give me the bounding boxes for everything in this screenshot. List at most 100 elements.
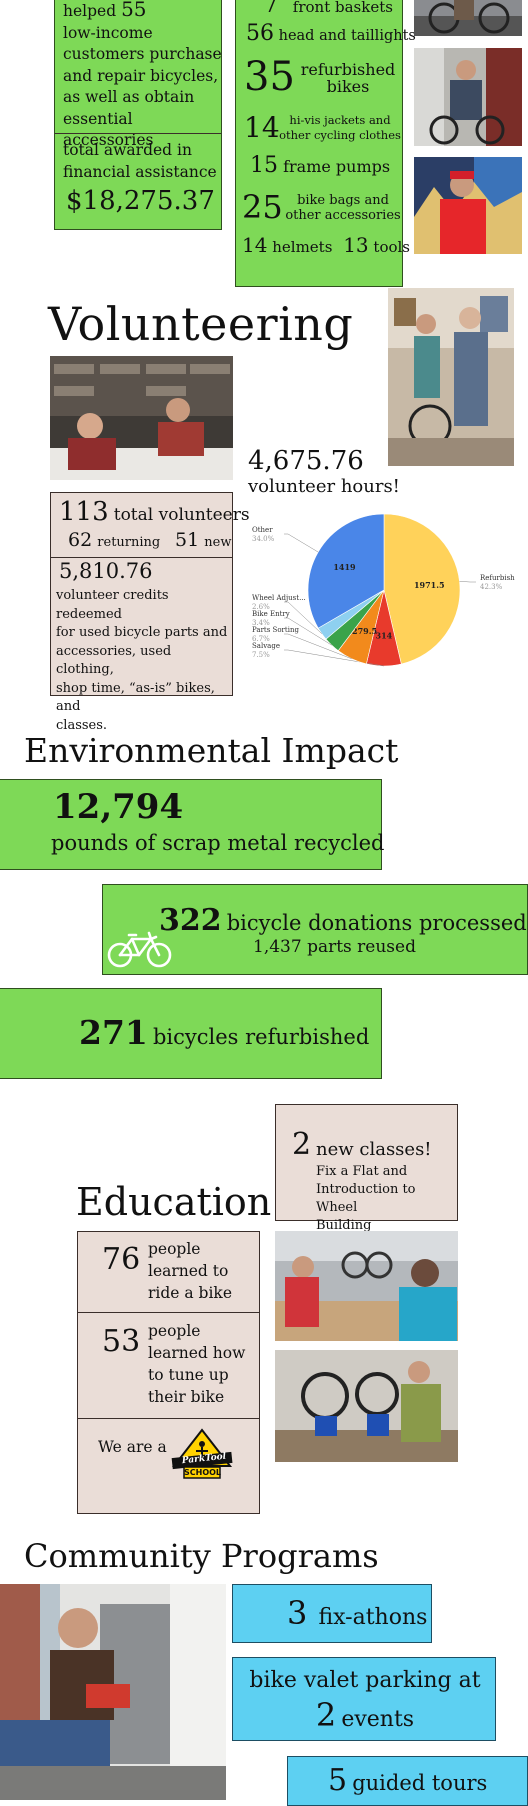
pumps-num: 15 (250, 153, 278, 178)
valet-events-label: events (341, 1707, 415, 1732)
credits-text: volunteer credits redeemed for used bicy… (56, 587, 231, 735)
pie-leader-line (459, 581, 476, 583)
pie-slice-value-label: 314 (376, 631, 393, 641)
park-tool-school-icon: ParkTool SCHOOL (166, 1428, 238, 1480)
volunteers-divider (51, 557, 232, 558)
pie-slice (383, 513, 461, 665)
total-volunteers-num: 113 (59, 497, 109, 527)
new-row: 51 new (175, 529, 231, 551)
photo-rider-garage (414, 48, 522, 146)
helped-text: helped 55 low-income customers purchase … (63, 0, 223, 152)
pie-slice-value-label: 1971.5 (414, 580, 445, 590)
valet-label: bike valet parking at (249, 1668, 481, 1693)
bikes-label: refurbished bikes (298, 61, 398, 95)
pie-legend-percent: 2.6% (252, 603, 270, 611)
returning-num: 62 (68, 529, 93, 551)
ride-text: people learned to ride a bike (148, 1238, 232, 1304)
bikes-label-line: refurbished (300, 60, 396, 79)
education-divider (78, 1312, 259, 1313)
lights-num: 56 (246, 21, 274, 46)
tours-label: guided tours (352, 1771, 488, 1795)
fixathons-label: fix-athons (318, 1605, 428, 1630)
photo-bike-rack (414, 0, 522, 36)
pie-legend-percent: 6.7% (252, 635, 270, 643)
tune-num: 53 (102, 1324, 141, 1359)
tune-text: people learned how to tune up their bike (148, 1320, 245, 1408)
donations-row: 322 bicycle donations processed (159, 903, 527, 938)
tours-panel: 5 guided tours (287, 1756, 528, 1806)
new-classes-panel: 2 new classes! Fix a Flat and Introducti… (275, 1104, 458, 1233)
credits-text-line: volunteer credits redeemed (56, 588, 169, 622)
fixathons-num: 3 (287, 1594, 308, 1632)
pie-leader-line (284, 649, 384, 667)
helped-text-line: and repair bicycles, (63, 66, 219, 85)
helmets-label: helmets (272, 238, 333, 256)
credits-text-line: classes. (56, 717, 108, 733)
new-classes-desc: Fix a Flat and Introduction to Wheel Bui… (316, 1163, 456, 1235)
pie-legend-name: Parts Sorting (252, 626, 299, 634)
helped-count: 55 (121, 0, 147, 21)
ride-text-line: people (148, 1240, 201, 1258)
tours-num: 5 (328, 1763, 348, 1798)
school-label: We are a (98, 1438, 167, 1456)
tune-text-line: learned how (148, 1344, 246, 1362)
front-baskets-row: 7 front baskets (264, 0, 393, 18)
pie-legend-name: Wheel Adjust... (252, 594, 306, 602)
pie-legend-name: Refurbish (480, 574, 515, 582)
helmets-tools-row: 14 helmets 13 tools (242, 233, 410, 257)
awarded-amount: $18,275.37 (66, 186, 215, 216)
new-classes-num: 2 (292, 1127, 312, 1162)
assistance-panel: helped 55 low-income customers purchase … (54, 0, 222, 230)
jackets-num: 14 (244, 111, 280, 144)
credits-text-line: for used bicycle parts and (56, 625, 228, 640)
new-label: new (204, 535, 232, 550)
donations-panel: 322 bicycle donations processed 1,437 pa… (102, 884, 528, 975)
helped-label: helped (63, 2, 117, 20)
ride-text-line: learned to (148, 1262, 229, 1280)
pie-legend-name: Other (252, 526, 273, 534)
awarded-text: total awarded in financial assistance (63, 139, 223, 183)
lights-label: head and taillights (278, 28, 416, 44)
front-baskets-num: 7 (264, 0, 278, 18)
scrap-metal-label: pounds of scrap metal recycled (51, 831, 385, 855)
distributed-panel: 7 front baskets 56 head and taillights 3… (235, 0, 416, 287)
bags-label-line: other accessories (285, 208, 401, 223)
jackets-label-line: hi-vis jackets and (289, 113, 391, 127)
pie-legend-percent: 34.0% (252, 535, 275, 543)
school-badge-text: SCHOOL (184, 1468, 222, 1477)
education-stats-panel: 76 people learned to ride a bike 53 peop… (77, 1231, 260, 1514)
tools-num: 13 (343, 233, 369, 257)
refurbished-num: 271 (79, 1013, 148, 1052)
pumps-label: frame pumps (283, 157, 391, 176)
tune-text-line: to tune up (148, 1366, 229, 1384)
bags-num: 25 (242, 188, 283, 226)
photo-truing-stand (275, 1350, 458, 1462)
helmets-num: 14 (242, 233, 268, 257)
refurbished-label: bicycles refurbished (152, 1025, 370, 1049)
awarded-label: total awarded in (63, 141, 192, 159)
returning-row: 62 returning (68, 529, 160, 551)
lights-row: 56 head and taillights (246, 21, 416, 46)
scrap-metal-panel: 12,794 pounds of scrap metal recycled (0, 779, 385, 870)
credits-value: 5,810.76 (59, 559, 153, 583)
total-volunteers-label: total volunteers (113, 505, 250, 525)
pie-legend-name: Bike Entry (252, 610, 290, 618)
total-volunteers-row: 113 total volunteers (59, 497, 250, 527)
photo-man-truck (0, 1584, 226, 1800)
refurbished-row: 271 bicycles refurbished (79, 1013, 369, 1052)
new-classes-label: new classes! (316, 1139, 432, 1160)
pumps-row: 15 frame pumps (250, 153, 390, 178)
bicycle-icon (105, 929, 175, 969)
returning-label: returning (97, 535, 161, 550)
tune-text-line: their bike (148, 1388, 225, 1406)
credits-text-line: shop time, “as-is” bikes, and (56, 680, 215, 715)
assistance-divider (55, 133, 221, 134)
bikes-num: 35 (244, 54, 295, 100)
bikes-label-line: bikes (326, 77, 370, 96)
awarded-label: financial assistance (63, 163, 217, 181)
tune-text-line: people (148, 1322, 201, 1340)
valet-events-row: 2 events (233, 1696, 497, 1734)
volunteer-hours-label: volunteer hours! (248, 476, 400, 497)
parts-reused-label: 1,437 parts reused (253, 937, 416, 957)
tours-row: 5 guided tours (328, 1763, 487, 1798)
